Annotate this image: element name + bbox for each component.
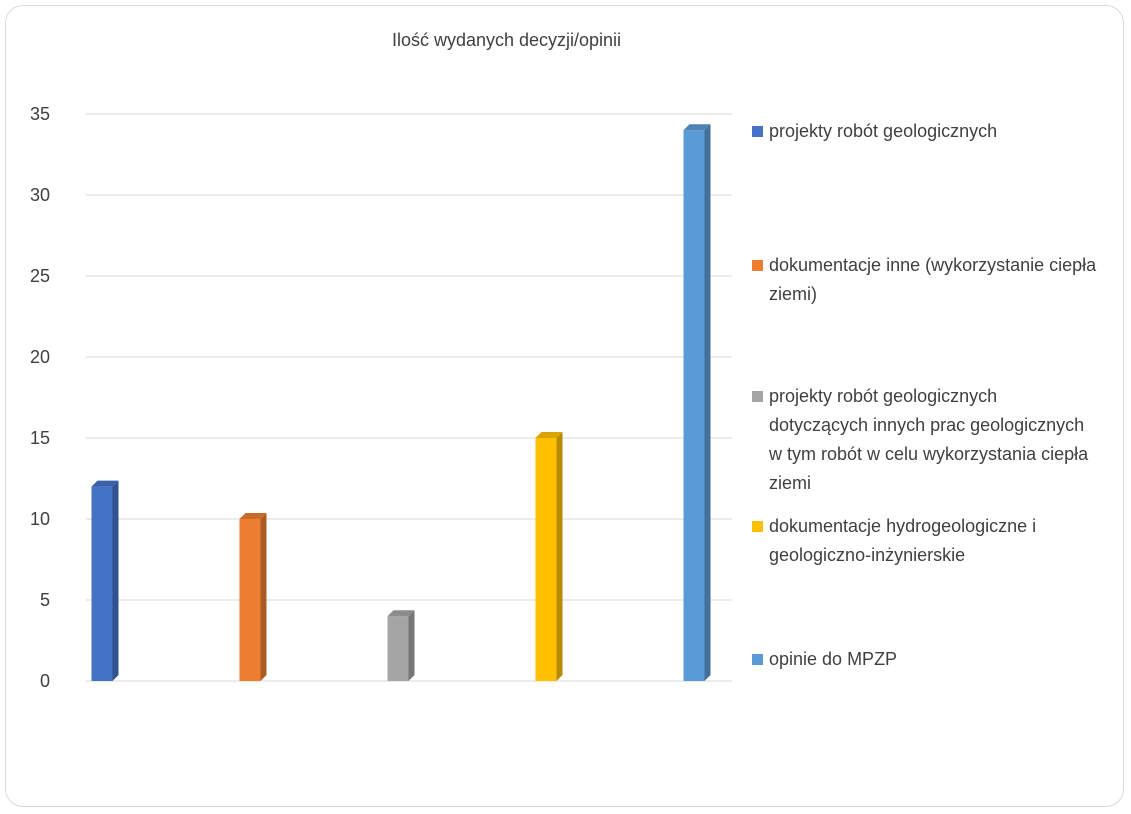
- bar-front: [387, 616, 409, 681]
- bar-side: [260, 513, 267, 681]
- bar: [387, 610, 415, 681]
- legend-swatch: [752, 391, 763, 402]
- legend-item: dokumentacje inne (wykorzystanie ciepła …: [752, 253, 1112, 309]
- bar-top: [535, 432, 563, 438]
- y-tick-label: 0: [40, 671, 50, 691]
- legend-label: dokumentacje hydrogeologiczne i geologic…: [769, 516, 1037, 565]
- y-tick-label: 20: [30, 347, 50, 367]
- legend-swatch: [752, 260, 763, 271]
- y-tick-label: 15: [30, 428, 50, 448]
- legend-swatch: [752, 654, 763, 665]
- bar-top: [683, 124, 711, 131]
- legend-label: dokumentacje inne (wykorzystanie ciepła …: [769, 255, 1097, 304]
- legend-label: projekty robót geologicznych: [769, 121, 998, 141]
- y-tick-label: 30: [30, 185, 50, 205]
- bar-side: [112, 480, 119, 681]
- legend-label: projekty robót geologicznych dotyczących…: [769, 386, 1089, 493]
- gridlines: [86, 113, 732, 682]
- bar: [535, 432, 563, 681]
- legend-item: projekty robót geologicznych: [752, 119, 1112, 146]
- bar-side: [704, 124, 711, 681]
- legend-item: opinie do MPZP: [752, 647, 1112, 674]
- legend-swatch: [752, 126, 763, 137]
- chart-frame: [5, 5, 1124, 807]
- bar-top: [91, 480, 119, 487]
- y-tick-label: 25: [30, 266, 50, 286]
- y-tick-label: 10: [30, 509, 50, 529]
- legend-item: dokumentacje hydrogeologiczne i geologic…: [752, 514, 1112, 570]
- legend-label: opinie do MPZP: [769, 649, 898, 669]
- bar: [91, 480, 119, 681]
- y-tick-label: 35: [30, 104, 50, 124]
- bar-top: [239, 513, 267, 519]
- bar-side: [408, 610, 415, 681]
- y-axis-ticks: 0 5 10 15 20 25 30 35: [30, 104, 50, 691]
- bar-front: [535, 438, 557, 681]
- legend-swatch: [752, 521, 763, 532]
- bar: [683, 124, 711, 681]
- y-tick-label: 5: [40, 590, 50, 610]
- chart-title: Ilość wydanych decyzji/opinii: [391, 30, 622, 50]
- bars: [91, 124, 711, 681]
- bar-side: [556, 432, 563, 681]
- bar-front: [91, 486, 113, 681]
- bar-front: [683, 130, 705, 681]
- bar: [239, 513, 267, 681]
- legend-item: projekty robót geologicznych dotyczących…: [752, 384, 1112, 498]
- bar-front: [239, 519, 261, 681]
- bar-top: [387, 610, 415, 617]
